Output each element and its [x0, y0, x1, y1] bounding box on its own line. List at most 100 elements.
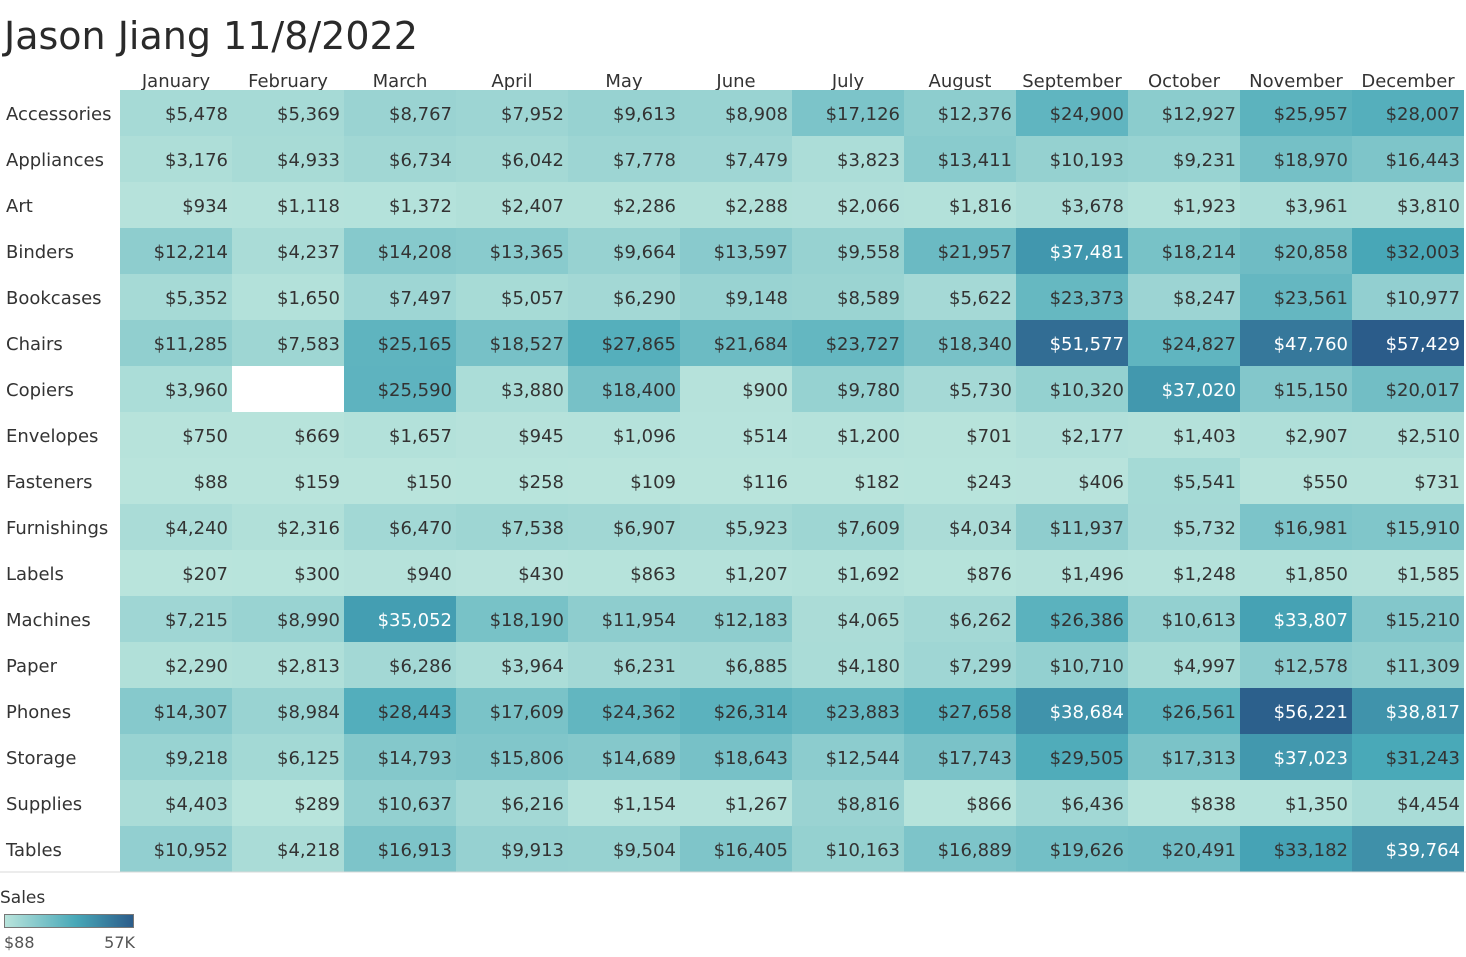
cell-value-label: $5,352: [165, 288, 228, 309]
cell-value-label: $1,118: [277, 196, 340, 217]
heatmap-cell: [120, 274, 232, 320]
cell-value-label: $1,207: [725, 564, 788, 585]
heatmap-cell-empty: [232, 366, 344, 412]
cell-value-label: $12,927: [1162, 104, 1236, 125]
heatmap-cell: [344, 826, 456, 872]
heatmap-cell: [120, 136, 232, 182]
cell-value-label: $14,208: [378, 242, 452, 263]
heatmap-cell: [792, 596, 904, 642]
cell-value-label: $7,215: [165, 610, 228, 631]
legend-min-label: $88: [4, 933, 35, 952]
cell-value-label: $1,200: [837, 426, 900, 447]
cell-value-label: $21,684: [714, 334, 788, 355]
cell-value-label: $28,443: [378, 702, 452, 723]
cell-value-label: $866: [966, 794, 1012, 815]
cell-value-label: $7,952: [501, 104, 564, 125]
row-header-copiers: Copiers: [6, 380, 74, 401]
column-header-november: November: [1249, 71, 1343, 92]
heatmap-cell: [1128, 90, 1240, 136]
column-header-january: January: [141, 71, 211, 92]
cell-value-label: $15,150: [1274, 380, 1348, 401]
cell-value-label: $10,637: [378, 794, 452, 815]
row-header-phones: Phones: [6, 702, 71, 723]
cell-value-label: $1,816: [949, 196, 1012, 217]
heatmap-cell: [1352, 550, 1464, 596]
cell-value-label: $39,764: [1386, 840, 1460, 861]
cell-value-label: $11,954: [602, 610, 676, 631]
heatmap-cell: [904, 228, 1016, 274]
heatmap-cell: [568, 136, 680, 182]
cell-value-label: $5,923: [725, 518, 788, 539]
heatmap-cell: [120, 596, 232, 642]
heatmap-cell: [120, 320, 232, 366]
cell-value-label: $934: [182, 196, 228, 217]
heatmap-cell: [232, 136, 344, 182]
page-title: Jason Jiang 11/8/2022: [4, 14, 418, 58]
column-header-october: October: [1148, 71, 1221, 92]
cell-value-label: $1,096: [613, 426, 676, 447]
cell-value-label: $6,734: [389, 150, 452, 171]
cell-value-label: $26,386: [1050, 610, 1124, 631]
cell-value-label: $863: [630, 564, 676, 585]
cell-value-label: $731: [1414, 472, 1460, 493]
heatmap-cell: [904, 458, 1016, 504]
cell-value-label: $669: [294, 426, 340, 447]
cell-value-label: $7,497: [389, 288, 452, 309]
heatmap-cell: [456, 412, 568, 458]
heatmap-cell: [456, 458, 568, 504]
heatmap-cell: [344, 550, 456, 596]
heatmap-cell: [904, 780, 1016, 826]
cell-value-label: $10,952: [154, 840, 228, 861]
cell-value-label: $12,578: [1274, 656, 1348, 677]
row-header-supplies: Supplies: [6, 794, 82, 815]
heatmap-cell: [232, 780, 344, 826]
cell-value-label: $109: [630, 472, 676, 493]
heatmap-cell: [456, 320, 568, 366]
row-header-appliances: Appliances: [6, 150, 104, 171]
cell-value-label: $37,481: [1050, 242, 1124, 263]
cell-value-label: $10,163: [826, 840, 900, 861]
cell-value-label: $7,778: [613, 150, 676, 171]
heatmap-cell: [680, 136, 792, 182]
cell-value-label: $3,678: [1061, 196, 1124, 217]
cell-value-label: $5,478: [165, 104, 228, 125]
cell-value-label: $26,561: [1162, 702, 1236, 723]
heatmap-cell: [1016, 550, 1128, 596]
cell-value-label: $3,961: [1285, 196, 1348, 217]
row-header-chairs: Chairs: [6, 334, 63, 355]
cell-value-label: $2,066: [837, 196, 900, 217]
heatmap-cell: [568, 504, 680, 550]
heatmap-cell: [680, 458, 792, 504]
heatmap-cell: [904, 274, 1016, 320]
heatmap-cell: [792, 642, 904, 688]
heatmap-cell: [1240, 780, 1352, 826]
heatmap-cell: [1016, 780, 1128, 826]
heatmap-cell: [792, 136, 904, 182]
cell-value-label: $514: [742, 426, 788, 447]
cell-value-label: $38,684: [1050, 702, 1124, 723]
cell-value-label: $35,052: [378, 610, 452, 631]
cell-value-label: $9,913: [501, 840, 564, 861]
cell-value-label: $9,148: [725, 288, 788, 309]
cell-value-label: $550: [1302, 472, 1348, 493]
heatmap-cell: [1240, 688, 1352, 734]
cell-value-label: $38,817: [1386, 702, 1460, 723]
color-legend: Sales $88 57K: [0, 886, 160, 956]
heatmap-cell: [1240, 412, 1352, 458]
heatmap-cell: [904, 734, 1016, 780]
heatmap-cell: [120, 688, 232, 734]
heatmap-cell: [568, 596, 680, 642]
heatmap-cell: [792, 780, 904, 826]
heatmap-cell: [1128, 412, 1240, 458]
heatmap-cell: [1128, 780, 1240, 826]
cell-value-label: $6,436: [1061, 794, 1124, 815]
cell-value-label: $8,990: [277, 610, 340, 631]
cell-value-label: $18,190: [490, 610, 564, 631]
cell-value-label: $9,664: [613, 242, 676, 263]
heatmap-cell: [120, 182, 232, 228]
row-header-labels: Labels: [6, 564, 64, 585]
heatmap-cell: [568, 780, 680, 826]
heatmap-cell: [456, 274, 568, 320]
row-header-machines: Machines: [6, 610, 91, 631]
cell-value-label: $2,288: [725, 196, 788, 217]
